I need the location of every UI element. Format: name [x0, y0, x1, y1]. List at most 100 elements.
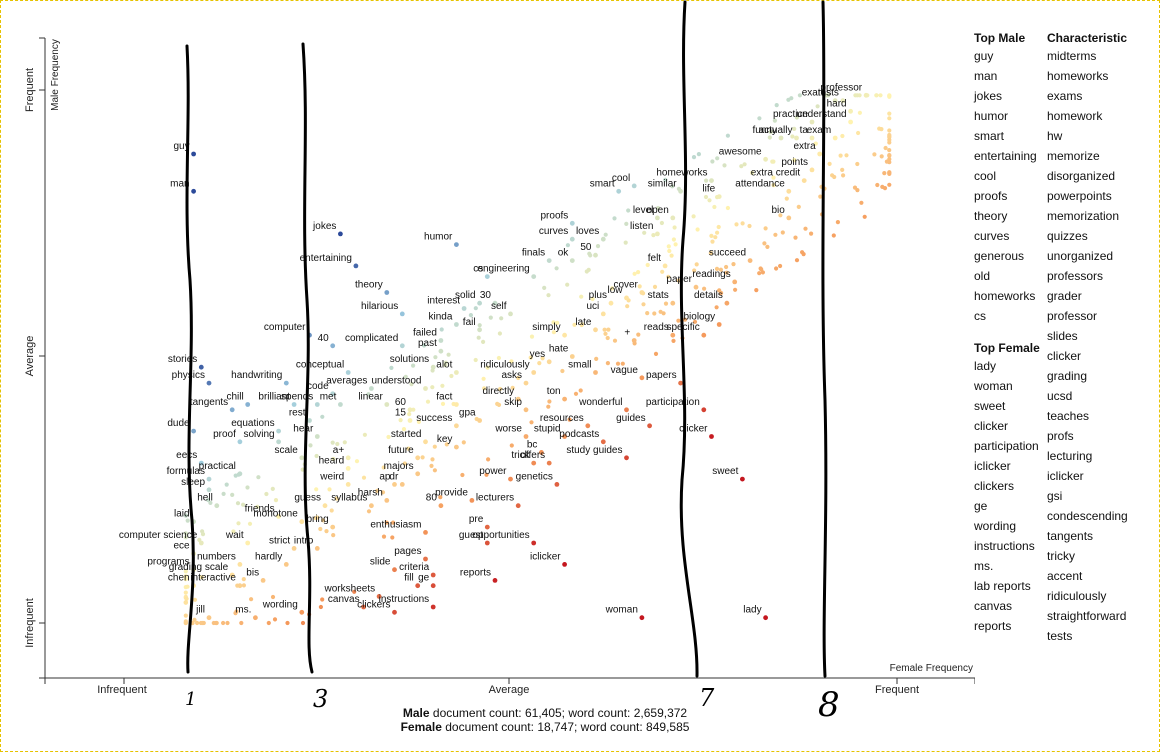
term-point[interactable] [402, 461, 407, 466]
term-point[interactable] [401, 427, 407, 432]
characteristic-term-item[interactable]: homework [1047, 109, 1103, 123]
term-point[interactable] [605, 361, 611, 366]
term-point-labeled[interactable] [361, 604, 366, 610]
term-point[interactable] [620, 361, 625, 366]
term-point[interactable] [342, 440, 347, 445]
term-point[interactable] [774, 103, 779, 108]
term-point[interactable] [398, 418, 403, 423]
term-point[interactable] [580, 322, 585, 327]
term-point[interactable] [767, 135, 772, 140]
term-point[interactable] [710, 239, 715, 244]
term-point[interactable] [185, 584, 190, 589]
top-male-term-item[interactable]: guy [974, 49, 994, 63]
term-point[interactable] [862, 214, 867, 219]
term-point[interactable] [230, 492, 235, 497]
term-point[interactable] [874, 93, 879, 98]
term-point-labeled[interactable] [369, 386, 374, 391]
term-point[interactable] [255, 504, 260, 509]
characteristic-term-item[interactable]: powerpoints [1047, 189, 1112, 203]
term-point-labeled[interactable] [670, 300, 676, 306]
term-point[interactable] [793, 235, 798, 240]
term-point-labeled[interactable] [600, 439, 606, 445]
term-point[interactable] [615, 361, 621, 366]
term-point-labeled[interactable] [415, 583, 421, 589]
term-point-labeled[interactable] [523, 380, 529, 386]
term-point[interactable] [796, 204, 801, 209]
top-male-term-item[interactable]: homeworks [974, 289, 1036, 303]
term-point[interactable] [882, 171, 887, 176]
term-point-labeled[interactable] [631, 183, 637, 189]
term-point[interactable] [815, 104, 820, 109]
term-point-labeled[interactable] [809, 119, 815, 125]
term-point[interactable] [645, 311, 650, 316]
term-point-labeled[interactable] [593, 370, 598, 375]
term-point-labeled[interactable] [832, 98, 838, 104]
term-point-labeled[interactable] [438, 348, 444, 354]
term-point[interactable] [887, 148, 892, 153]
term-point[interactable] [438, 495, 443, 500]
term-point[interactable] [771, 183, 776, 188]
top-male-term-item[interactable]: old [974, 269, 991, 283]
term-point[interactable] [682, 317, 688, 322]
term-point[interactable] [497, 331, 502, 336]
term-point[interactable] [473, 306, 478, 311]
term-point-labeled[interactable] [848, 108, 853, 114]
term-point[interactable] [855, 188, 860, 193]
term-point-labeled[interactable] [662, 263, 668, 269]
term-point-labeled[interactable] [531, 274, 537, 279]
term-point[interactable] [676, 318, 681, 323]
term-point-labeled[interactable] [639, 290, 645, 295]
term-point[interactable] [249, 597, 254, 602]
term-point[interactable] [656, 206, 661, 211]
term-point[interactable] [757, 271, 762, 276]
term-point[interactable] [588, 253, 593, 258]
term-point[interactable] [835, 220, 841, 225]
term-point[interactable] [879, 154, 884, 159]
term-point-labeled[interactable] [484, 274, 490, 279]
term-point[interactable] [509, 359, 514, 364]
term-point[interactable] [790, 134, 795, 139]
term-point[interactable] [692, 268, 697, 273]
term-point-labeled[interactable] [569, 354, 575, 359]
characteristic-term-item[interactable]: accent [1047, 569, 1083, 583]
term-point-labeled[interactable] [655, 231, 660, 237]
term-point[interactable] [386, 434, 391, 440]
term-point-labeled[interactable] [283, 380, 289, 386]
term-point[interactable] [389, 365, 394, 370]
term-point[interactable] [652, 284, 658, 289]
characteristic-term-item[interactable]: ridiculously [1047, 589, 1107, 603]
term-point-labeled[interactable] [454, 402, 459, 407]
term-point[interactable] [645, 262, 650, 268]
term-point[interactable] [709, 233, 714, 238]
characteristic-term-item[interactable]: slides [1047, 329, 1078, 343]
term-point[interactable] [760, 270, 766, 275]
term-point[interactable] [887, 153, 892, 158]
term-point[interactable] [380, 490, 386, 495]
term-point-labeled[interactable] [454, 242, 459, 248]
term-point[interactable] [529, 334, 535, 339]
term-point[interactable] [669, 253, 674, 258]
term-point-labeled[interactable] [260, 578, 266, 583]
term-point[interactable] [256, 475, 261, 480]
term-point[interactable] [818, 194, 823, 199]
term-point-labeled[interactable] [330, 343, 336, 349]
term-point[interactable] [742, 162, 747, 167]
term-point[interactable] [708, 251, 713, 256]
term-point[interactable] [440, 401, 446, 406]
term-point-labeled[interactable] [330, 524, 336, 530]
term-point-labeled[interactable] [647, 423, 652, 429]
characteristic-term-item[interactable]: tests [1047, 629, 1073, 643]
term-point-labeled[interactable] [237, 471, 243, 477]
term-point[interactable] [432, 444, 437, 449]
characteristic-term-item[interactable]: quizzes [1047, 229, 1088, 243]
term-point-labeled[interactable] [778, 135, 784, 141]
term-point[interactable] [784, 196, 789, 201]
term-point-labeled[interactable] [330, 391, 336, 397]
top-female-term-item[interactable]: sweet [974, 399, 1006, 413]
term-point[interactable] [610, 286, 615, 291]
term-point[interactable] [827, 161, 832, 166]
term-point-labeled[interactable] [206, 476, 212, 482]
term-point-labeled[interactable] [345, 466, 351, 471]
term-point[interactable] [670, 184, 675, 189]
term-point[interactable] [778, 213, 783, 218]
